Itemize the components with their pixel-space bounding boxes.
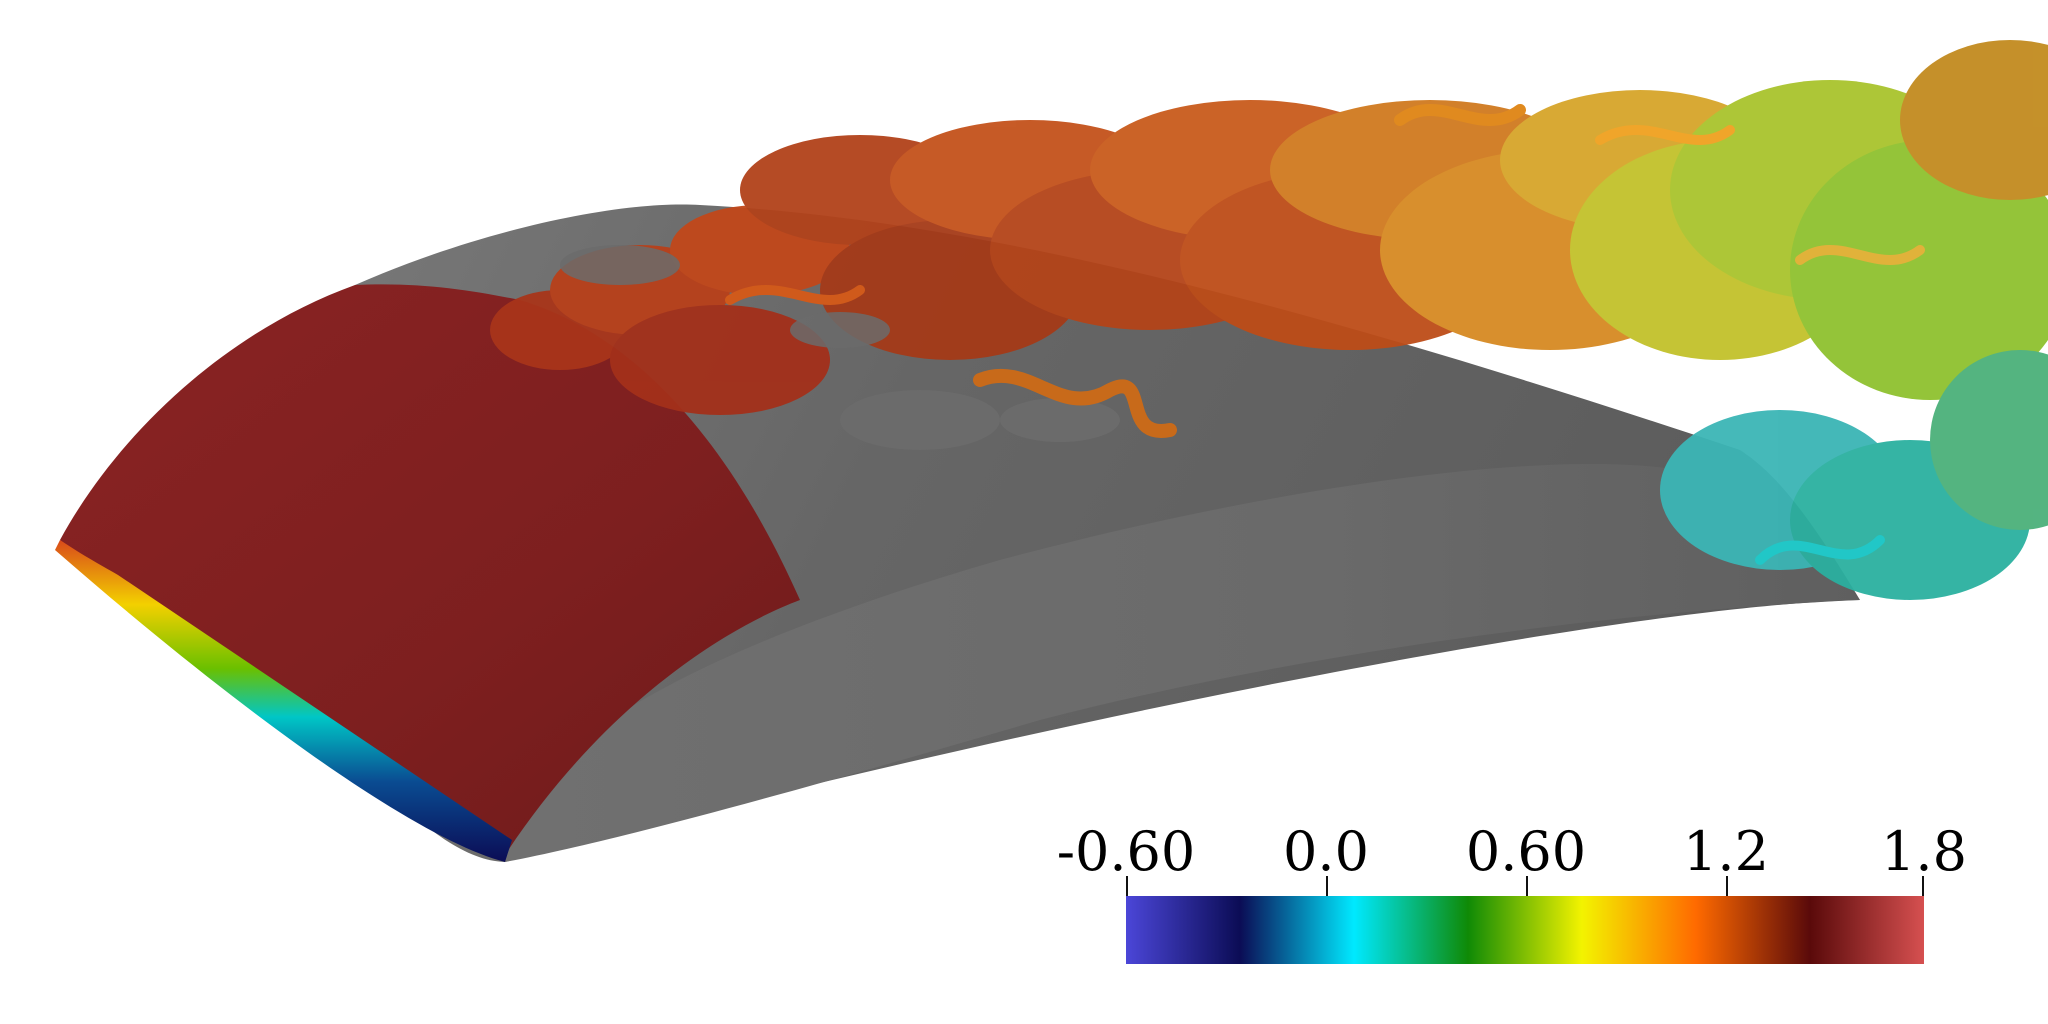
- leading-edge-stripe: [55, 540, 512, 862]
- colorbar-tick: [1526, 876, 1528, 896]
- colorbar-tick: [1126, 876, 1128, 896]
- colorbar: -0.60 0.0 0.60 1.2 1.8: [1057, 820, 1967, 970]
- colorbar-tick-label: 0.60: [1465, 820, 1587, 883]
- colorbar-tick-label: 0.0: [1283, 820, 1369, 883]
- colorbar-gradient: [1126, 896, 1924, 964]
- vortex-filaments: [725, 104, 1925, 565]
- colorbar-tick-label: 1.8: [1881, 820, 1967, 883]
- colorbar-tick: [1326, 876, 1328, 896]
- colorbar-tick-label: 1.2: [1683, 820, 1769, 883]
- airfoil-side-profile: [504, 464, 1860, 862]
- surface-gaps: [560, 245, 1120, 450]
- leading-edge-region: [60, 284, 800, 855]
- colorbar-tick: [1922, 876, 1924, 896]
- colorbar-tick: [1726, 876, 1728, 896]
- vortex-structures: [490, 40, 2048, 600]
- colorbar-tick-label: -0.60: [1056, 820, 1196, 883]
